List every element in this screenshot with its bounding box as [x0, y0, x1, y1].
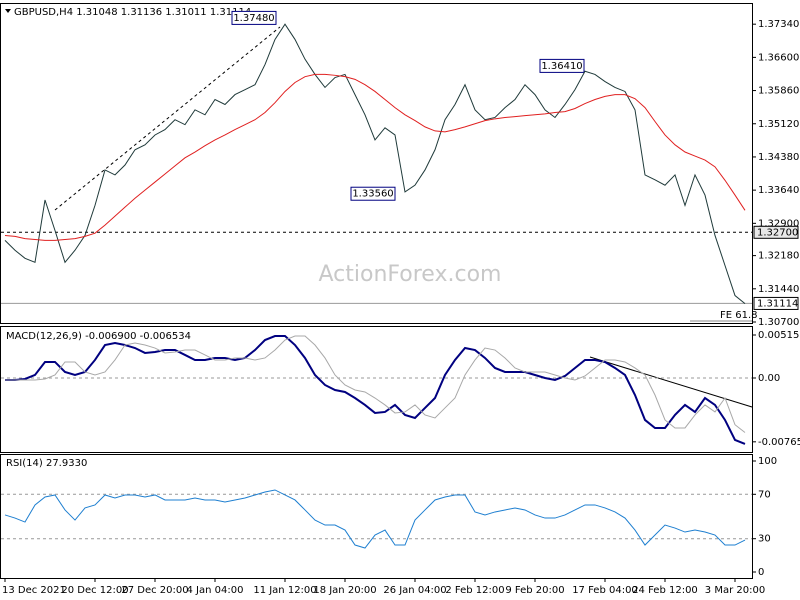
level-label-box [753, 296, 799, 310]
x-tick-label: 26 Jan 04:00 [383, 585, 446, 596]
annotation-label: 1.36410 [541, 61, 582, 72]
level-label: 1.31114 [757, 298, 798, 309]
y-tick-label: 0.00 [758, 373, 780, 384]
y-tick-label: 1.33640 [758, 185, 799, 196]
symbol-icon [5, 9, 11, 13]
x-tick-label: 9 Feb 20:00 [505, 585, 564, 596]
level-label-box [753, 225, 799, 239]
series-line [4, 489, 746, 549]
annotation-box [539, 58, 585, 73]
x-tick-label: 3 Mar 20:00 [705, 585, 765, 596]
series-line [4, 23, 746, 304]
x-tick-label: 20 Dec 12:00 [61, 585, 128, 596]
y-tick-label: 1.30700 [758, 317, 799, 328]
series-line [4, 73, 746, 241]
y-tick-label: 30 [758, 534, 771, 545]
y-tick-label: -0.00765 [758, 437, 800, 448]
macd-pane [0, 326, 753, 453]
x-tick-label: 18 Jan 20:00 [313, 585, 376, 596]
y-tick-label: 1.35120 [758, 119, 799, 130]
y-tick-label: 1.31440 [758, 284, 799, 295]
y-tick-label: 70 [758, 489, 771, 500]
y-tick-label: 1.35860 [758, 86, 799, 97]
annotation-box [231, 10, 277, 25]
pane-title: RSI(14) 27.9330 [6, 458, 87, 469]
x-tick-label: 24 Feb 12:00 [632, 585, 698, 596]
y-tick-label: 0 [758, 567, 764, 578]
x-tick-label: 27 Dec 20:00 [121, 585, 188, 596]
y-tick-label: 100 [758, 456, 777, 467]
series-line [5, 335, 746, 433]
price-pane [0, 3, 753, 324]
y-tick-label: 1.32900 [758, 218, 799, 229]
pane-title: MACD(12,26,9) -0.006900 -0.006534 [6, 331, 191, 342]
annotation-label: 1.33560 [352, 189, 393, 200]
annotation-box [350, 186, 396, 201]
x-tick-label: 17 Feb 04:00 [572, 585, 638, 596]
y-tick-label: 1.36600 [758, 52, 799, 63]
y-tick-label: 1.32180 [758, 251, 799, 262]
series-line [5, 335, 746, 445]
pane-title: GBPUSD,H4 1.31048 1.31136 1.31011 1.3111… [14, 7, 251, 18]
annotation-label: 1.37480 [233, 13, 274, 24]
y-tick-label: 0.005152 [758, 330, 800, 341]
level-label: 1.32700 [757, 227, 798, 238]
rsi-pane [0, 454, 753, 579]
watermark: ActionForex.com [319, 262, 502, 287]
y-tick-label: 1.34380 [758, 152, 799, 163]
x-tick-label: 2 Feb 12:00 [445, 585, 504, 596]
x-tick-label: 13 Dec 2021 [2, 585, 66, 596]
x-tick-label: 11 Jan 12:00 [253, 585, 316, 596]
x-tick-label: 4 Jan 04:00 [187, 585, 244, 596]
fe-label: FE 61.8 [720, 310, 758, 321]
y-tick-label: 1.37340 [758, 19, 799, 30]
trend-line [54, 26, 281, 211]
